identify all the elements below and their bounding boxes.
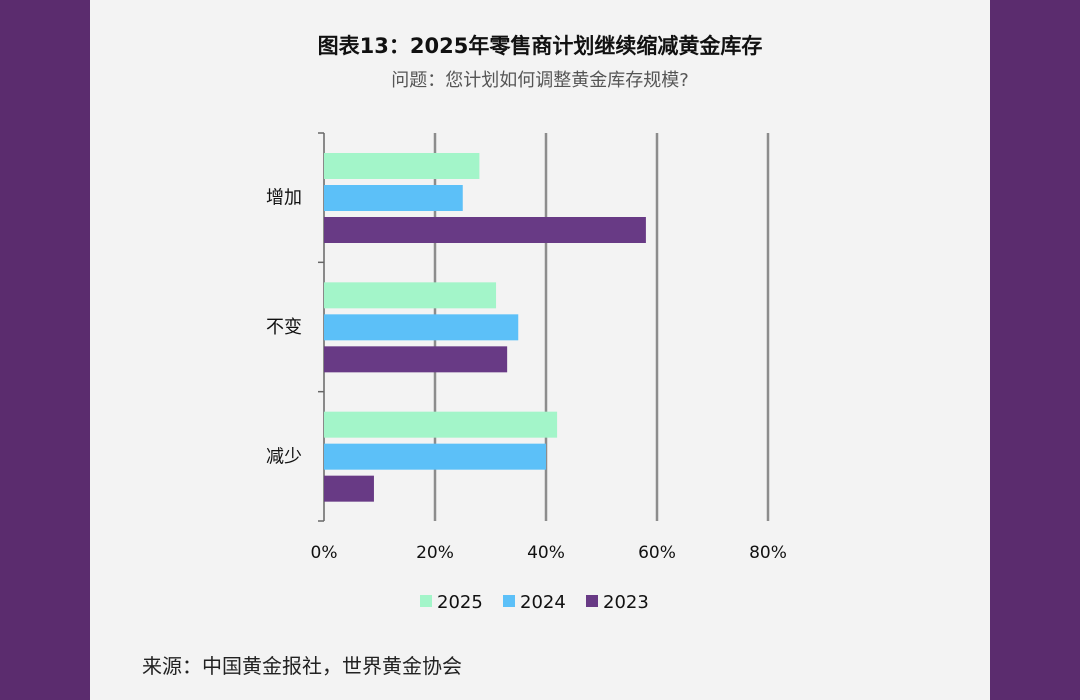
bar-2025-不变 — [324, 282, 497, 309]
category-label: 减少 — [266, 446, 302, 467]
category-label: 增加 — [266, 188, 302, 209]
category-label: 不变 — [266, 317, 302, 338]
legend-label: 2024 — [520, 592, 566, 613]
bar-2023-增加 — [324, 217, 646, 243]
legend-label: 2023 — [603, 592, 649, 613]
source-note: 来源：中国黄金报社，世界黄金协会 — [142, 654, 462, 678]
legend-swatch-2025 — [420, 595, 432, 607]
bar-2025-增加 — [324, 153, 480, 179]
x-tick-label: 60% — [638, 543, 676, 563]
legend-label: 2025 — [437, 592, 483, 613]
x-tick-label: 0% — [311, 543, 338, 563]
chart-title: 图表13：2025年零售商计划继续缩减黄金库存 — [317, 34, 763, 58]
bar-2024-不变 — [324, 314, 519, 341]
legend-swatch-2024 — [503, 595, 515, 607]
bar-2023-不变 — [324, 346, 508, 373]
legend-swatch-2023 — [586, 595, 598, 607]
bar-2024-增加 — [324, 185, 463, 211]
bar-2024-减少 — [324, 443, 546, 470]
chart-panel — [90, 0, 990, 700]
bar-2025-减少 — [324, 411, 558, 438]
x-tick-label: 80% — [749, 543, 787, 563]
chart-subtitle: 问题：您计划如何调整黄金库存规模? — [391, 70, 689, 91]
x-tick-label: 40% — [527, 543, 565, 563]
x-tick-label: 20% — [416, 543, 454, 563]
bar-2023-减少 — [324, 475, 374, 502]
